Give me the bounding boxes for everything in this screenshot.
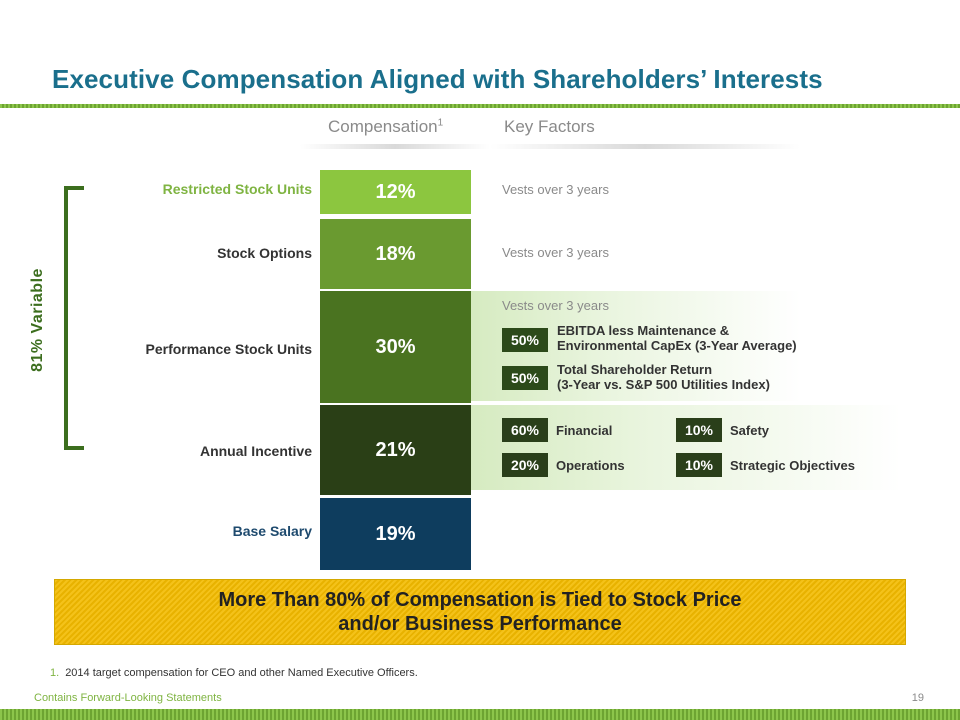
incentive-operations-pct: 20% (502, 453, 548, 477)
psu-ebitda-text: EBITDA less Maintenance & Environmental … (557, 323, 797, 353)
compensation-header: Compensation1 (328, 117, 443, 137)
incentive-strategic-pct: 10% (676, 453, 722, 477)
banner-line2: and/or Business Performance (338, 613, 622, 635)
bar-rsu-pct: 12% (375, 180, 416, 203)
variable-label-text: 81% Variable (29, 268, 46, 372)
psu-tsr-text: Total Shareholder Return (3-Year vs. S&P… (557, 362, 770, 392)
label-stock-options: Stock Options (217, 245, 312, 261)
label-restricted-stock-units: Restricted Stock Units (162, 181, 312, 197)
label-base-salary: Base Salary (232, 523, 312, 539)
psu-tsr-line1: Total Shareholder Return (557, 362, 713, 377)
bar-options-pct: 18% (375, 242, 416, 265)
compensation-header-rule (300, 144, 490, 149)
psu-ebitda-pct: 50% (502, 328, 548, 352)
bar-performance-stock-units: 30% (320, 291, 471, 403)
bar-psu-pct: 30% (375, 335, 416, 358)
rsu-vesting-text: Vests over 3 years (502, 182, 609, 197)
key-factors-header-rule (490, 144, 800, 149)
bar-incentive-pct: 21% (375, 438, 416, 461)
label-performance-stock-units: Performance Stock Units (145, 341, 313, 357)
forward-looking-note: Contains Forward-Looking Statements (34, 692, 222, 704)
bar-annual-incentive: 21% (320, 405, 471, 495)
footnote-marker: 1 (437, 117, 444, 129)
bar-salary-pct: 19% (375, 522, 416, 545)
bar-restricted-stock-units: 12% (320, 170, 471, 214)
incentive-financial-label: Financial (556, 423, 613, 438)
page-title: Executive Compensation Aligned with Shar… (52, 64, 823, 94)
incentive-operations-label: Operations (556, 458, 625, 473)
psu-vesting-text: Vests over 3 years (502, 298, 609, 313)
label-annual-incentive: Annual Incentive (199, 443, 312, 459)
psu-tsr-pct: 50% (502, 366, 548, 390)
variable-bracket (64, 186, 84, 450)
incentive-strategic-label: Strategic Objectives (730, 458, 855, 473)
incentive-financial-pct: 60% (502, 418, 548, 442)
key-factors-header: Key Factors (504, 117, 595, 136)
psu-ebitda-line2: Environmental CapEx (3-Year Average) (557, 338, 797, 353)
options-vesting-text: Vests over 3 years (502, 245, 609, 260)
footnote: 1. 2014 target compensation for CEO and o… (50, 667, 418, 679)
summary-banner: More Than 80% of Compensation is Tied to… (54, 579, 906, 645)
bar-stock-options: 18% (320, 219, 471, 289)
banner-line1: More Than 80% of Compensation is Tied to… (218, 589, 742, 611)
footnote-number: 1. (50, 667, 60, 679)
incentive-safety-pct: 10% (676, 418, 722, 442)
footnote-text: 2014 target compensation for CEO and oth… (65, 667, 418, 679)
footer-divider (0, 709, 960, 720)
bar-base-salary: 19% (320, 498, 471, 570)
psu-tsr-line2: (3-Year vs. S&P 500 Utilities Index) (557, 377, 770, 392)
psu-ebitda-line1: EBITDA less Maintenance & (557, 323, 730, 338)
compensation-header-label: Compensation (328, 117, 438, 136)
title-divider (0, 104, 960, 108)
page-number: 19 (911, 692, 924, 704)
incentive-safety-label: Safety (730, 423, 770, 438)
